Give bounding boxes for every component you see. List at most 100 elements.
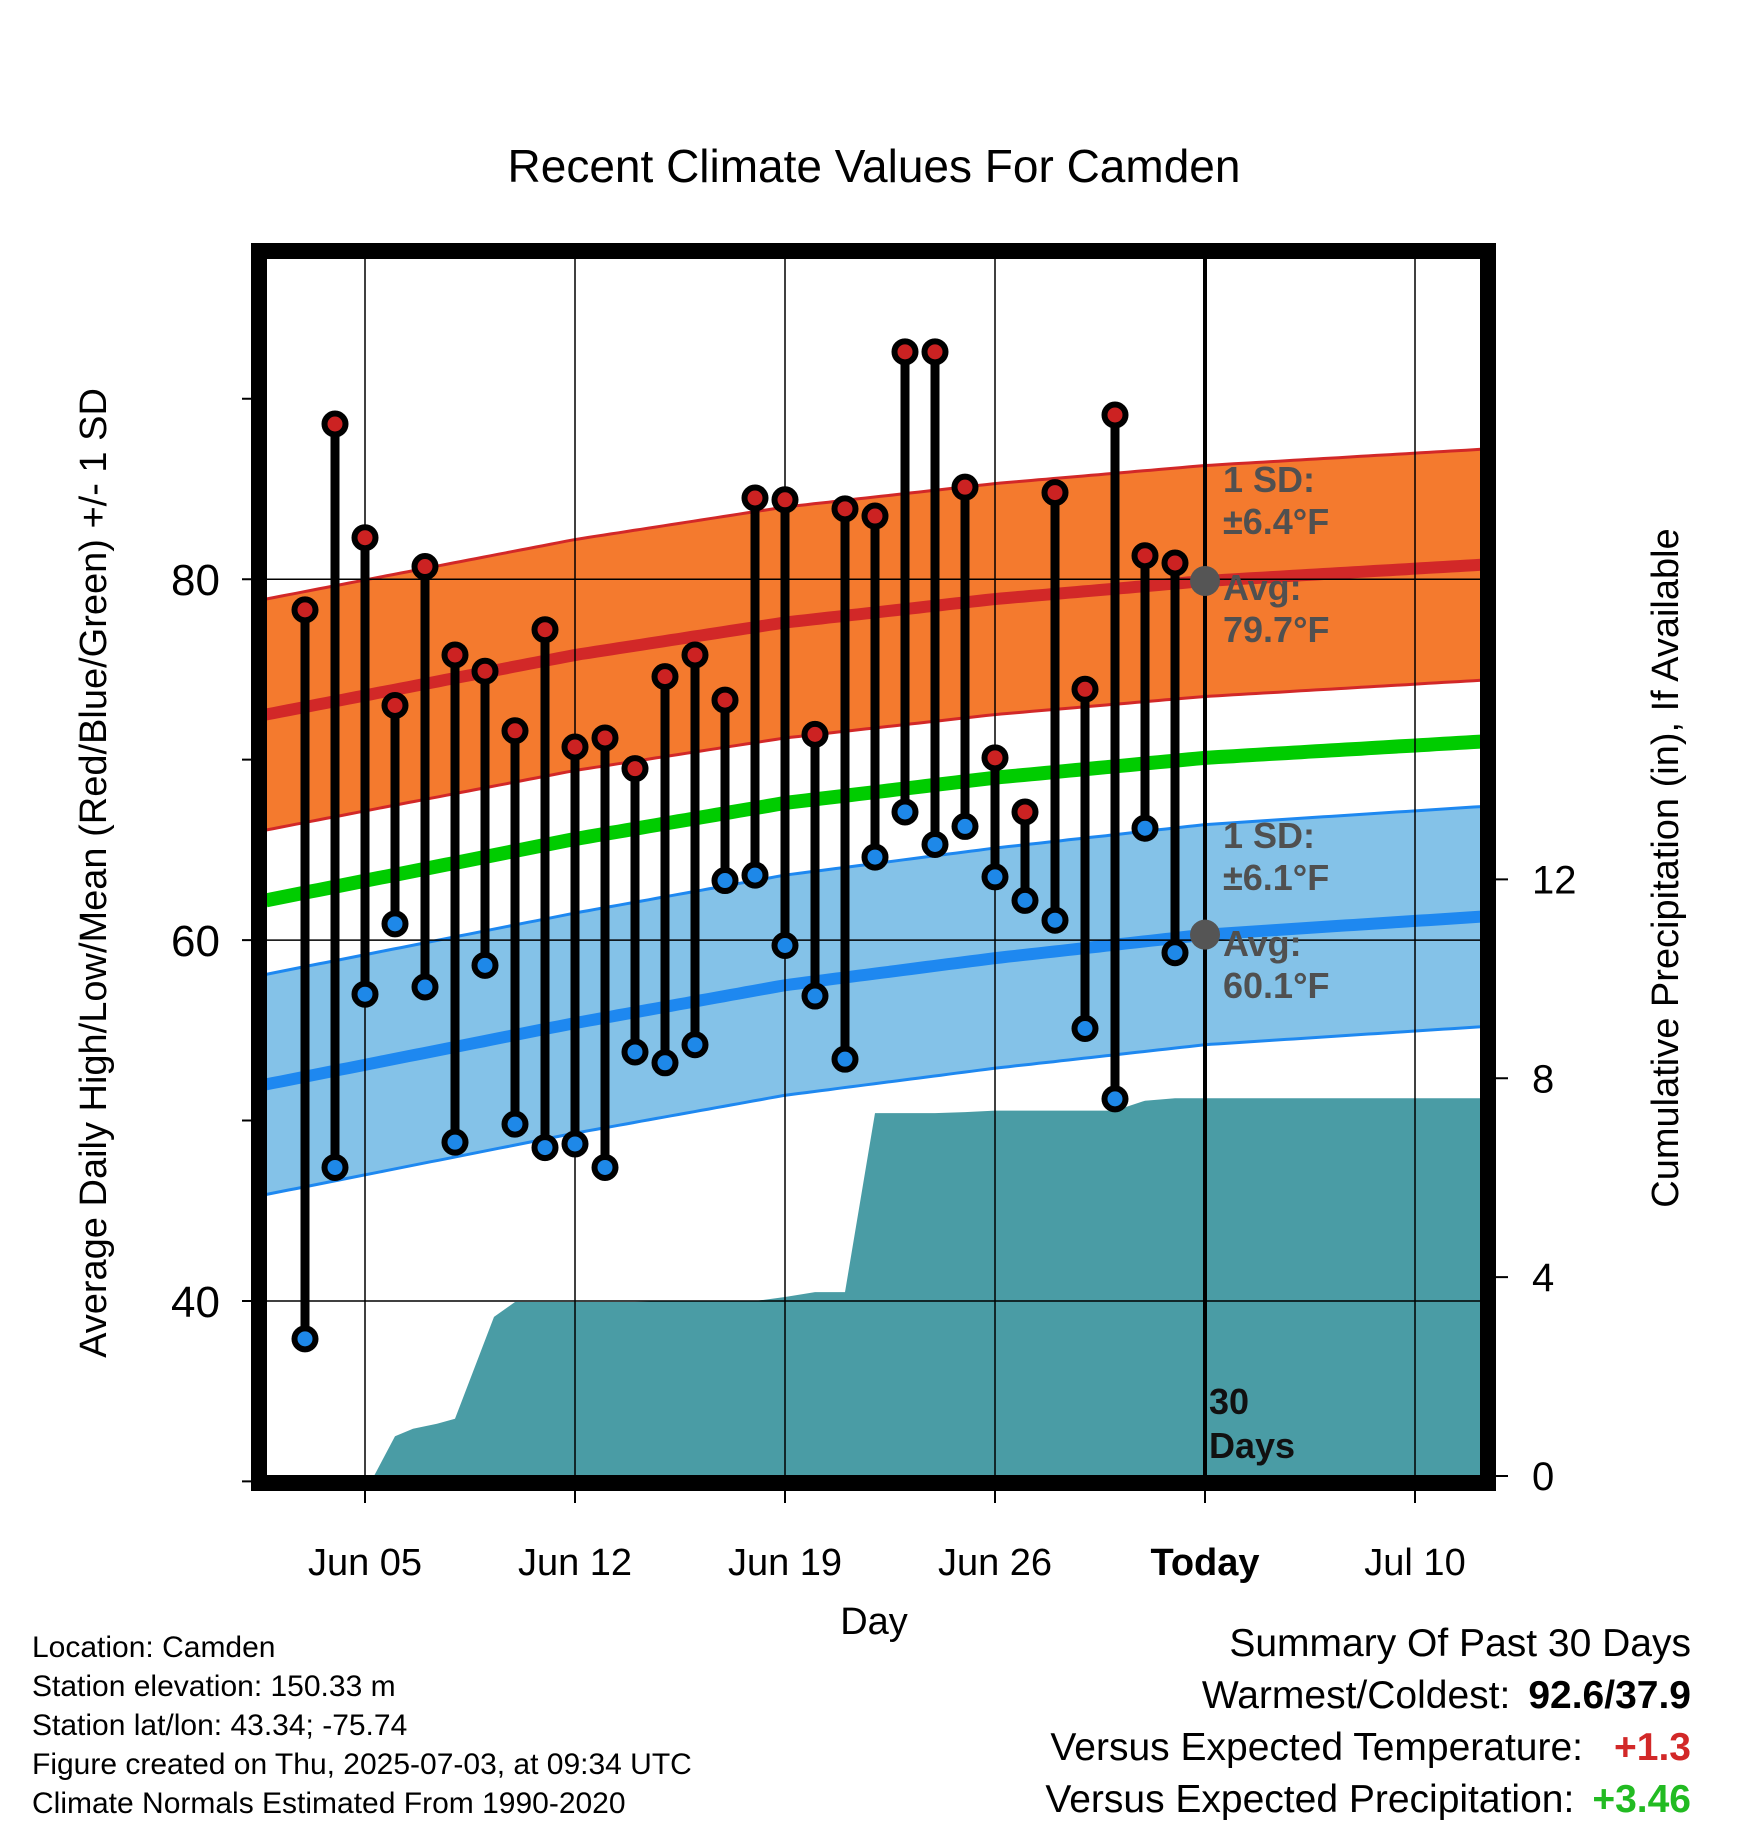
obs-low-dot-23 <box>981 863 1009 891</box>
plot-frame <box>251 243 1496 1491</box>
obs-low-dot-5 <box>441 1128 469 1156</box>
precip-label: Versus Expected Precipitation: <box>1045 1778 1575 1821</box>
high-sd-label: 1 SD: <box>1223 459 1315 500</box>
location-text: Location: Camden <box>32 1631 276 1664</box>
y-left-tick-label-1: 60 <box>171 917 220 966</box>
high-sd-value: ±6.4°F <box>1223 501 1329 542</box>
obs-high-dot-27 <box>1101 401 1129 429</box>
obs-high-dot-24 <box>1011 798 1039 826</box>
obs-low-dot-26 <box>1071 1014 1099 1042</box>
low-sd-value: ±6.1°F <box>1223 857 1329 898</box>
obs-low-dot-29 <box>1161 939 1189 967</box>
obs-low-dot-19 <box>861 843 889 871</box>
today-high-avg-marker <box>1190 565 1220 596</box>
obs-low-dot-3 <box>381 910 409 938</box>
normal-low-band-lower-edge <box>266 1025 1481 1196</box>
obs-low-dot-27 <box>1101 1085 1129 1113</box>
obs-high-dot-9 <box>561 733 589 761</box>
x-tick-label-1: Jun 12 <box>518 1542 632 1584</box>
y-left-tick-label-0: 40 <box>171 1278 220 1327</box>
y-left-tick-label-2: 80 <box>171 556 220 605</box>
obs-high-dot-22 <box>951 473 979 501</box>
obs-low-dot-20 <box>891 798 919 826</box>
obs-high-dot-26 <box>1071 675 1099 703</box>
y-axis-label-left: Average Daily High/Low/Mean (Red/Blue/Gr… <box>73 388 115 1358</box>
obs-low-dot-13 <box>681 1031 709 1059</box>
obs-low-dot-7 <box>501 1110 529 1138</box>
days-word-label: Days <box>1209 1425 1295 1466</box>
obs-high-dot-3 <box>381 692 409 720</box>
x-tick-label-4: Today <box>1150 1542 1259 1584</box>
obs-low-dot-28 <box>1131 814 1159 842</box>
low-sd-label: 1 SD: <box>1223 815 1315 856</box>
summary-panel: Summary Of Past 30 Days Warmest/Coldest:… <box>1045 1618 1691 1826</box>
elevation-text: Station elevation: 150.33 m <box>32 1670 396 1703</box>
obs-low-dot-25 <box>1041 906 1069 934</box>
warmest-label: Warmest/Coldest: <box>1201 1674 1511 1717</box>
normals-text: Climate Normals Estimated From 1990-2020 <box>32 1787 626 1820</box>
obs-high-dot-12 <box>651 663 679 691</box>
obs-low-dot-8 <box>531 1134 559 1162</box>
obs-high-dot-18 <box>831 495 859 523</box>
obs-low-dot-15 <box>741 861 769 889</box>
obs-low-dot-24 <box>1011 886 1039 914</box>
obs-high-dot-5 <box>441 641 469 669</box>
y-right-tick-label-2: 8 <box>1532 1057 1554 1101</box>
y-right-tick-label-3: 12 <box>1532 858 1577 902</box>
obs-low-dot-11 <box>621 1038 649 1066</box>
obs-high-dot-19 <box>861 502 889 530</box>
summary-title: Summary Of Past 30 Days <box>1229 1622 1691 1665</box>
x-tick-label-3: Jun 26 <box>938 1542 1052 1584</box>
summary-warmest-row: Warmest/Coldest: 92.6/37.9 <box>1045 1670 1691 1722</box>
obs-low-dot-0 <box>291 1325 319 1353</box>
today-low-avg-marker <box>1190 919 1220 950</box>
obs-high-dot-21 <box>921 338 949 366</box>
obs-high-dot-20 <box>891 338 919 366</box>
obs-low-dot-14 <box>711 867 739 895</box>
obs-low-dot-21 <box>921 830 949 858</box>
low-avg-label: Avg: <box>1223 923 1302 964</box>
obs-low-dot-17 <box>801 982 829 1010</box>
x-tick-label-5: Jul 10 <box>1364 1542 1465 1584</box>
obs-low-dot-22 <box>951 812 979 840</box>
obs-high-dot-4 <box>411 553 439 581</box>
obs-high-dot-28 <box>1131 542 1159 570</box>
obs-high-dot-11 <box>621 755 649 783</box>
obs-low-dot-1 <box>321 1153 349 1181</box>
warmest-value: 92.6/37.9 <box>1528 1674 1691 1717</box>
obs-high-dot-1 <box>321 410 349 438</box>
temp-value: +1.3 <box>1614 1726 1691 1769</box>
created-text: Figure created on Thu, 2025-07-03, at 09… <box>32 1748 692 1781</box>
latlon-text: Station lat/lon: 43.34; -75.74 <box>32 1709 408 1742</box>
obs-high-dot-6 <box>471 657 499 685</box>
obs-high-dot-29 <box>1161 549 1189 577</box>
obs-high-dot-23 <box>981 744 1009 772</box>
obs-high-dot-13 <box>681 641 709 669</box>
obs-high-dot-0 <box>291 596 319 624</box>
temp-label: Versus Expected Temperature: <box>1050 1726 1583 1769</box>
obs-high-dot-15 <box>741 484 769 512</box>
summary-temp-row: Versus Expected Temperature: +1.3 <box>1045 1722 1691 1774</box>
high-avg-value: 79.7°F <box>1223 609 1329 650</box>
obs-low-dot-9 <box>561 1130 589 1158</box>
precip-area <box>275 1098 1481 1476</box>
obs-low-dot-12 <box>651 1049 679 1077</box>
obs-low-dot-18 <box>831 1045 859 1073</box>
obs-high-dot-25 <box>1041 479 1069 507</box>
obs-high-dot-14 <box>711 686 739 714</box>
x-axis-label: Day <box>840 1601 908 1643</box>
obs-low-dot-16 <box>771 931 799 959</box>
high-avg-label: Avg: <box>1223 567 1302 608</box>
station-info: Location: Camden Station elevation: 150.… <box>32 1628 692 1823</box>
chart-title: Recent Climate Values For Camden <box>508 140 1241 192</box>
obs-low-dot-10 <box>591 1153 619 1181</box>
summary-precip-row: Versus Expected Precipitation: +3.46 <box>1045 1774 1691 1826</box>
precip-value: +3.46 <box>1592 1778 1691 1821</box>
normal-high-band-upper-edge <box>266 447 1481 601</box>
obs-high-dot-7 <box>501 717 529 745</box>
x-tick-label-0: Jun 05 <box>308 1542 422 1584</box>
y-axis-label-right: Cumulative Precipitation (in), If Availa… <box>1645 528 1687 1207</box>
obs-high-dot-8 <box>531 616 559 644</box>
obs-high-dot-10 <box>591 724 619 752</box>
